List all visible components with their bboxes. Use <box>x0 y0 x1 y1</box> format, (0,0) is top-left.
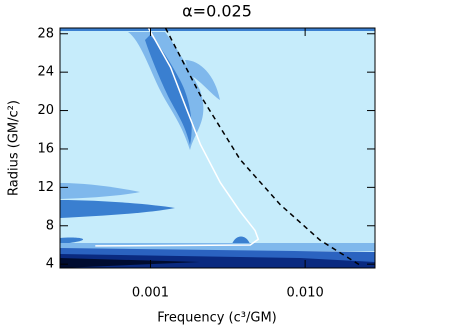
y-tick-label: 28 <box>37 26 54 41</box>
x-axis-label: Frequency (c³/GM) <box>157 311 276 326</box>
contour-region <box>60 28 375 31</box>
y-axis-label: Radius (GM/c²) <box>7 100 22 196</box>
contour-region <box>185 60 220 100</box>
plot-frame <box>59 27 376 269</box>
x-tick-label: 0.010 <box>287 286 324 301</box>
contour-region <box>60 243 375 251</box>
x-tick-label: 0.001 <box>132 286 169 301</box>
lines <box>95 28 361 266</box>
y-tick-label: 24 <box>37 65 54 80</box>
plot-background <box>60 28 375 268</box>
contour-region <box>60 258 200 268</box>
curve <box>95 28 260 247</box>
contour-layer <box>60 28 375 268</box>
chart-title: α=0.025 <box>182 2 252 21</box>
curve <box>164 28 361 266</box>
contour-region <box>232 236 250 244</box>
contour-region <box>60 183 140 199</box>
contour-region <box>60 200 175 218</box>
y-tick-label: 8 <box>46 218 54 233</box>
y-tick-label: 16 <box>37 141 54 156</box>
y-tick-label: 20 <box>37 103 54 118</box>
y-tick-label: 4 <box>46 257 54 272</box>
contour-region <box>60 237 84 244</box>
contour-region <box>145 35 192 145</box>
y-tick-label: 12 <box>37 180 54 195</box>
